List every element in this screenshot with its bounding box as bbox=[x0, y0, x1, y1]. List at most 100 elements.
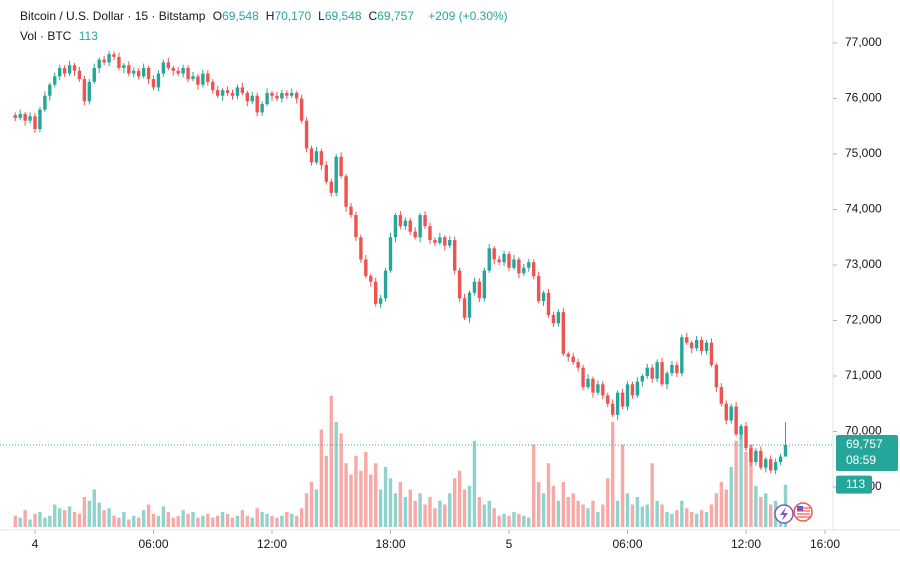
candle-body bbox=[448, 240, 452, 246]
candle-body bbox=[127, 65, 131, 74]
candle-body bbox=[181, 67, 185, 74]
volume-bar bbox=[270, 515, 274, 527]
x-tick-label: 06:00 bbox=[612, 537, 642, 551]
candle-body bbox=[699, 339, 704, 352]
volume-bar bbox=[635, 497, 640, 527]
candle-body bbox=[393, 215, 398, 238]
candle-body bbox=[112, 54, 116, 57]
candle-body bbox=[462, 298, 467, 318]
volume-bar bbox=[161, 506, 166, 527]
candle-body bbox=[670, 364, 674, 374]
candle-body bbox=[349, 206, 353, 216]
candle-body bbox=[591, 378, 595, 393]
volume-bar bbox=[265, 513, 269, 527]
volume-bar bbox=[615, 500, 620, 527]
volume-bar bbox=[393, 493, 398, 527]
candle-body bbox=[556, 312, 561, 324]
volume-bar bbox=[18, 517, 22, 527]
volume-row: Vol · BTC 113 bbox=[20, 29, 102, 43]
volume-bar bbox=[462, 489, 467, 527]
candle-body bbox=[166, 62, 171, 68]
candle-body bbox=[739, 425, 743, 435]
volume-bar bbox=[536, 482, 541, 527]
candle-body bbox=[354, 215, 358, 238]
candle-body bbox=[141, 67, 146, 77]
candle-body bbox=[665, 373, 669, 385]
icon-flag bbox=[793, 502, 813, 522]
volume-bar bbox=[418, 493, 422, 527]
event-icons bbox=[774, 502, 813, 524]
icon-bolt-glyph bbox=[780, 507, 788, 521]
volume-bar bbox=[433, 508, 437, 527]
candle-body bbox=[378, 298, 383, 304]
volume-bar bbox=[714, 493, 719, 527]
candle-body bbox=[255, 95, 259, 113]
ohlc: O69,548 H70,170 L69,548 C69,757 bbox=[213, 9, 421, 23]
ohlc-label: L bbox=[318, 9, 325, 23]
candle-body bbox=[275, 95, 279, 99]
candle-body bbox=[344, 176, 348, 207]
candle-body bbox=[655, 362, 659, 379]
candle-body bbox=[675, 364, 679, 374]
volume-bar bbox=[294, 515, 299, 527]
volume-bar bbox=[112, 515, 116, 527]
candle-body bbox=[467, 292, 472, 318]
candle-body bbox=[97, 59, 101, 68]
volume-bar bbox=[768, 504, 773, 527]
candle-body bbox=[443, 237, 447, 246]
candle-body bbox=[487, 248, 491, 271]
volume-bar bbox=[186, 513, 190, 527]
volume-bar bbox=[43, 517, 47, 527]
candle-body bbox=[220, 90, 225, 96]
candle-body bbox=[191, 76, 195, 80]
candle-body bbox=[299, 98, 304, 121]
volume-bar bbox=[156, 515, 161, 527]
volume-bar bbox=[586, 508, 590, 527]
x-tick-label: 18:00 bbox=[375, 537, 405, 551]
volume-bar bbox=[492, 508, 496, 527]
candle-body bbox=[339, 156, 343, 177]
volume-bar bbox=[354, 455, 358, 527]
volume-label: Vol · BTC bbox=[20, 29, 72, 43]
y-tick-label: 73,000 bbox=[845, 257, 882, 271]
candle-body bbox=[225, 90, 230, 93]
candle-body bbox=[704, 342, 709, 352]
candle-body bbox=[87, 81, 92, 102]
candle-body bbox=[53, 76, 57, 85]
candle-body bbox=[240, 87, 245, 93]
candle-body bbox=[418, 215, 422, 238]
volume-bar bbox=[734, 440, 738, 527]
symbol: Bitcoin / U.S. Dollar · 15 · Bitstamp bbox=[20, 9, 206, 23]
volume-bar bbox=[448, 493, 452, 527]
volume-value: 113 bbox=[78, 29, 98, 43]
volume-bar bbox=[122, 512, 126, 527]
volume-bar bbox=[275, 517, 279, 527]
candle-body bbox=[265, 92, 269, 105]
volume-bar bbox=[689, 512, 694, 527]
volume-bar bbox=[309, 482, 314, 527]
volume-bar bbox=[364, 452, 368, 527]
candle-body bbox=[23, 114, 27, 121]
candle-body bbox=[635, 381, 640, 396]
candle-body bbox=[640, 375, 645, 382]
ohlc-value: 69,548 bbox=[222, 9, 259, 23]
volume-bar bbox=[482, 504, 487, 527]
candle-body bbox=[201, 73, 205, 85]
candle-body bbox=[334, 156, 338, 193]
volume-bar bbox=[502, 513, 506, 527]
candle-body bbox=[294, 92, 299, 99]
volume-bar bbox=[378, 489, 383, 527]
volume-bar bbox=[13, 515, 17, 527]
volume-bar bbox=[349, 474, 353, 527]
volume-bar bbox=[245, 515, 250, 527]
volume-bar bbox=[531, 444, 536, 527]
volume-bar bbox=[423, 504, 427, 527]
volume-bar bbox=[625, 493, 630, 527]
candle-body bbox=[329, 181, 333, 193]
y-tick-label: 71,000 bbox=[845, 368, 882, 382]
candle-body bbox=[601, 384, 605, 396]
volume-bar bbox=[225, 513, 230, 527]
candle-body bbox=[398, 215, 403, 227]
